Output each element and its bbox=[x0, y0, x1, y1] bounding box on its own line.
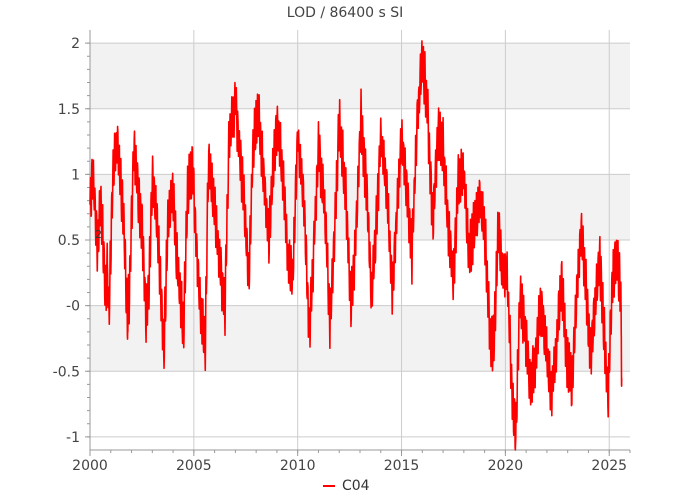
y-tick-label: 1 bbox=[71, 167, 80, 183]
y-tick-label: 2 bbox=[71, 36, 80, 52]
x-tick-label: 2020 bbox=[488, 458, 524, 474]
y-tick-label: 1.5 bbox=[58, 102, 80, 118]
x-tick-label: 2015 bbox=[384, 458, 420, 474]
x-tick-label: 2010 bbox=[280, 458, 316, 474]
y-tick-label: -0.5 bbox=[53, 364, 80, 380]
series-layer bbox=[89, 40, 623, 451]
y-tick-label: 0.5 bbox=[58, 233, 80, 249]
y-tick-label: -0 bbox=[66, 299, 80, 315]
plot-band-1 bbox=[90, 174, 630, 240]
legend[interactable]: C04 bbox=[323, 478, 370, 494]
y-tick-label: -1 bbox=[66, 430, 80, 446]
x-tick-label: 2005 bbox=[176, 458, 212, 474]
chart-title: LOD / 86400 s SI bbox=[287, 5, 403, 21]
x-tick-label: 2000 bbox=[72, 458, 108, 474]
axes bbox=[85, 30, 631, 456]
x-tick-label: 2025 bbox=[591, 458, 627, 474]
series-line-c04 bbox=[89, 40, 623, 451]
stray-label: 2 bbox=[95, 228, 102, 241]
tick-labels: -1 -0.5 -0 0.5 1 1.5 2 2000 2005 2010 2015 2020 2025 bbox=[53, 36, 627, 474]
plot-band-0 bbox=[90, 43, 630, 109]
legend-label-c04: C04 bbox=[342, 478, 370, 494]
